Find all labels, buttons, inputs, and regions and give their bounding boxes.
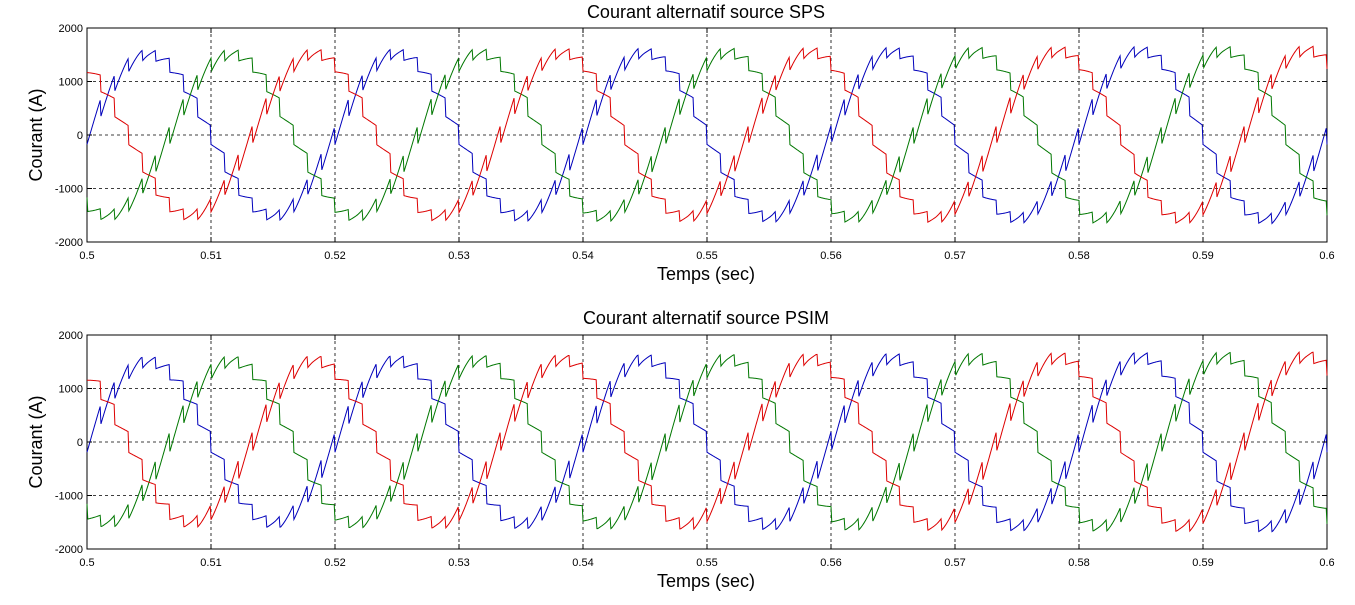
x-tick-label: 0.57 bbox=[944, 250, 965, 262]
chart-title: Courant alternatif source PSIM bbox=[583, 308, 829, 328]
chart-title: Courant alternatif source SPS bbox=[587, 2, 825, 22]
x-tick-label: 0.59 bbox=[1192, 557, 1213, 569]
y-tick-label: -1000 bbox=[55, 491, 83, 503]
y-axis-label: Courant (A) bbox=[26, 88, 46, 181]
y-ticks: -2000 -1000 0 1000 2000 bbox=[55, 23, 1327, 249]
x-tick-label: 0.6 bbox=[1319, 557, 1334, 569]
y-tick-label: 0 bbox=[77, 437, 83, 449]
x-tick-label: 0.56 bbox=[820, 250, 841, 262]
x-tick-label: 0.58 bbox=[1068, 250, 1089, 262]
y-ticks: -2000 -1000 0 1000 2000 bbox=[55, 330, 1327, 556]
x-tick-label: 0.52 bbox=[324, 250, 345, 262]
x-tick-label: 0.55 bbox=[696, 557, 717, 569]
x-tick-label: 0.57 bbox=[944, 557, 965, 569]
chart-sps: Courant alternatif source SPS 0.5 0.51 0.5… bbox=[26, 2, 1335, 284]
y-tick-label: 2000 bbox=[59, 330, 83, 342]
x-tick-label: 0.5 bbox=[79, 557, 94, 569]
series-group bbox=[86, 351, 1328, 533]
series-line bbox=[86, 351, 1328, 533]
x-tick-label: 0.54 bbox=[572, 250, 593, 262]
x-tick-label: 0.51 bbox=[200, 557, 221, 569]
chart-psim: Courant alternatif source PSIM 0.5 0.51 0.… bbox=[26, 308, 1335, 591]
x-tick-label: 0.6 bbox=[1319, 250, 1334, 262]
y-tick-label: -2000 bbox=[55, 237, 83, 249]
x-tick-label: 0.51 bbox=[200, 250, 221, 262]
x-tick-label: 0.5 bbox=[79, 250, 94, 262]
y-tick-label: 1000 bbox=[59, 384, 83, 396]
series-line bbox=[86, 352, 1328, 533]
x-tick-label: 0.56 bbox=[820, 557, 841, 569]
x-tick-label: 0.53 bbox=[448, 250, 469, 262]
series-line bbox=[86, 45, 1328, 225]
x-ticks: 0.5 0.51 0.52 0.53 0.54 0.55 0.56 0.57 0.58 0.59 0… bbox=[79, 28, 1335, 262]
x-tick-label: 0.58 bbox=[1068, 557, 1089, 569]
x-ticks: 0.5 0.51 0.52 0.53 0.54 0.55 0.56 0.57 0.58 0.59 0… bbox=[79, 335, 1335, 569]
y-tick-label: -2000 bbox=[55, 544, 83, 556]
y-tick-label: 1000 bbox=[59, 77, 83, 89]
x-tick-label: 0.54 bbox=[572, 557, 593, 569]
x-tick-label: 0.53 bbox=[448, 557, 469, 569]
series-line bbox=[87, 351, 1328, 533]
x-axis-label: Temps (sec) bbox=[657, 571, 755, 591]
series-line bbox=[86, 45, 1328, 224]
y-tick-label: 0 bbox=[77, 130, 83, 142]
series-line bbox=[86, 45, 1328, 224]
x-axis-label: Temps (sec) bbox=[657, 264, 755, 284]
x-tick-label: 0.52 bbox=[324, 557, 345, 569]
x-tick-label: 0.55 bbox=[696, 250, 717, 262]
y-tick-label: 2000 bbox=[59, 23, 83, 35]
x-tick-label: 0.59 bbox=[1192, 250, 1213, 262]
y-axis-label: Courant (A) bbox=[26, 395, 46, 488]
y-tick-label: -1000 bbox=[55, 184, 83, 196]
series-group bbox=[86, 45, 1328, 225]
